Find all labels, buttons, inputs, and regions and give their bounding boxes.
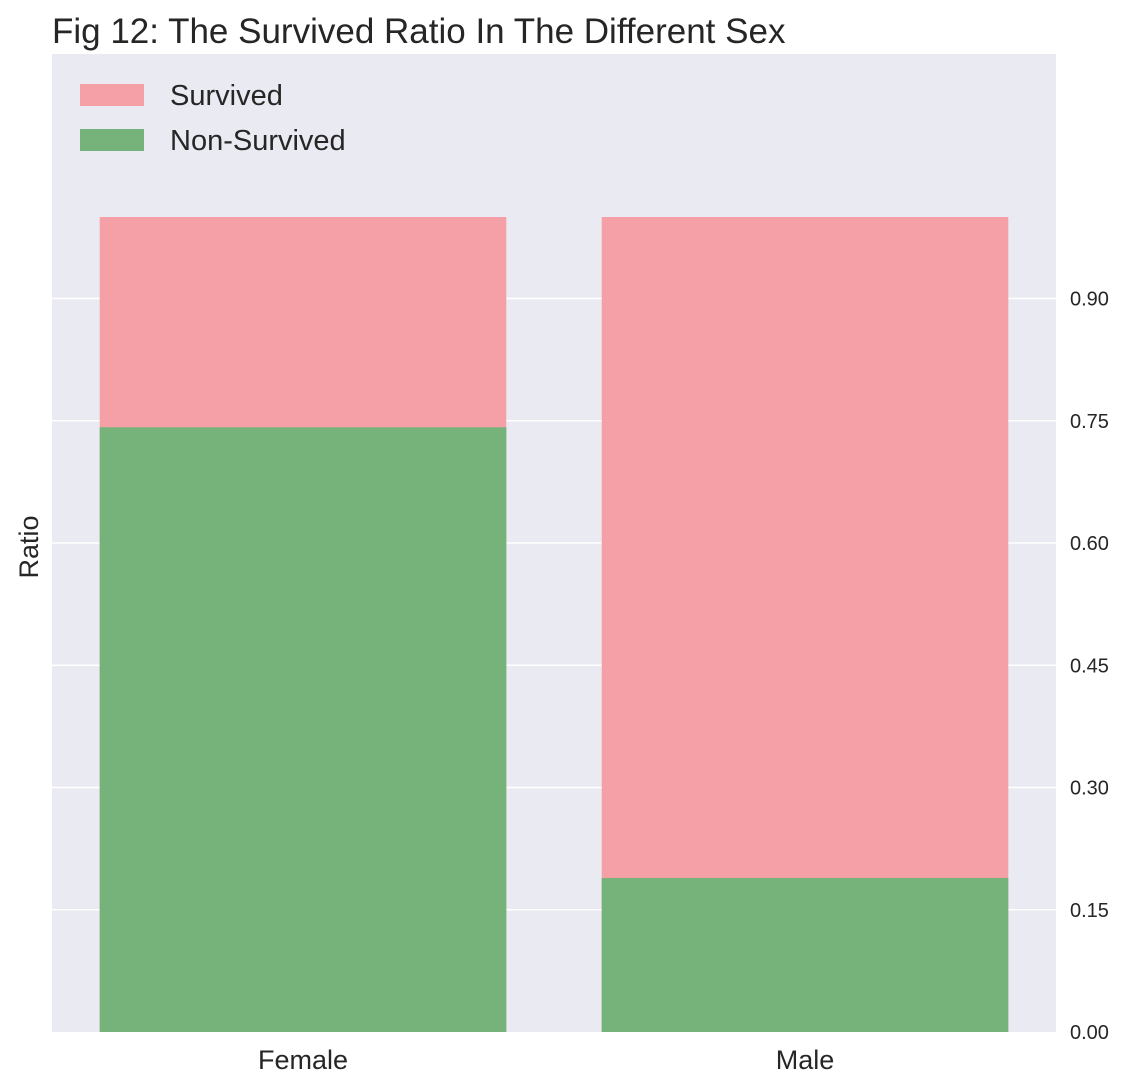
y-axis-label: Ratio: [14, 515, 44, 578]
legend-label-survived: Survived: [170, 80, 283, 112]
y-tick-label: 0.30: [1070, 778, 1109, 800]
y-tick-labels: 0.00 0.15 0.30 0.45 0.60 0.75 0.90: [1070, 289, 1109, 1045]
x-tick-label-male: Male: [776, 1045, 835, 1075]
bar-non-survived-female: [99, 427, 507, 1032]
y-tick-label: 0.60: [1070, 533, 1109, 555]
bars: [99, 217, 1009, 1032]
x-tick-labels: Female Male: [258, 1045, 834, 1075]
legend-swatch-survived: [80, 84, 144, 106]
bar-non-survived-male: [601, 877, 1009, 1032]
legend-label-non-survived: Non-Survived: [170, 125, 346, 157]
chart-title: Fig 12: The Survived Ratio In The Differ…: [52, 12, 786, 51]
y-tick-label: 0.75: [1070, 411, 1109, 433]
legend-swatch-non-survived: [80, 129, 144, 151]
legend: Survived Non-Survived: [80, 80, 346, 157]
y-tick-label: 0.00: [1070, 1022, 1109, 1044]
x-tick-label-female: Female: [258, 1045, 348, 1075]
y-tick-label: 0.90: [1070, 289, 1109, 311]
y-tick-label: 0.15: [1070, 900, 1109, 922]
y-tick-label: 0.45: [1070, 655, 1109, 677]
